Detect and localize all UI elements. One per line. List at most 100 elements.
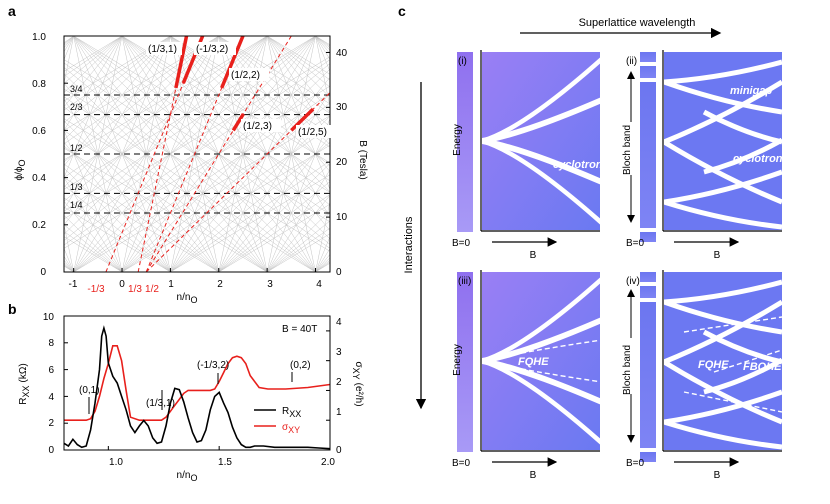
b-ytick-4: 4 — [48, 392, 54, 403]
wannier-line — [64, 36, 74, 53]
a-xtick-m1: -1 — [69, 279, 78, 290]
b-xtick-15: 1.5 — [218, 457, 232, 468]
wannier-line — [64, 265, 74, 272]
wannier-line — [0, 36, 25, 272]
fqhe-label-iv: FQHE — [698, 359, 729, 371]
red-state-solid-segment — [231, 112, 245, 132]
landau-fan-iii-bg — [482, 272, 600, 450]
b-y2tick-2: 2 — [336, 377, 342, 388]
fbqhe-label: FBQHE — [743, 361, 782, 373]
wannier-line — [64, 36, 123, 108]
field-label: B = 40T — [282, 324, 317, 335]
wannier-line — [0, 36, 25, 272]
state-label-m1-3-2: (-1/3,2) — [196, 44, 228, 55]
landau-level-gap — [482, 358, 600, 445]
wannier-line — [0, 36, 25, 272]
red-state-solid-segment — [290, 107, 315, 132]
b-ann-0-2: (0,2) — [290, 360, 311, 371]
bloch-band-segment — [640, 452, 656, 462]
fractional-gap — [683, 391, 782, 413]
wannier-line — [64, 231, 123, 272]
b-xtick-20: 2.0 — [321, 457, 335, 468]
a-xtick-2: 2 — [217, 279, 223, 290]
b-label-iii: B — [530, 470, 537, 481]
wannier-line — [64, 236, 123, 272]
a-xtick-4: 4 — [316, 279, 322, 290]
a-xtick-1: 1 — [168, 279, 174, 290]
wannier-line — [64, 36, 74, 45]
red-state-dashed-line — [137, 36, 188, 272]
fqhe-gap — [482, 360, 600, 383]
panel-a-ticks — [64, 35, 330, 273]
wannier-line — [64, 177, 123, 272]
state-label-bg — [194, 42, 236, 55]
b-y2tick-4: 4 — [336, 317, 342, 328]
bloch-band-segment — [640, 272, 656, 282]
wannier-line — [64, 259, 74, 272]
landau-fan-i-bg — [482, 52, 600, 230]
hofstadter-gap — [702, 329, 782, 365]
wannier-line — [64, 36, 123, 84]
b-ytick-10: 10 — [43, 312, 55, 323]
energy-label: Energy — [452, 124, 463, 156]
cyclotron-label: cyclotron — [553, 159, 603, 171]
bloch-strip — [640, 52, 656, 242]
red-state-dashed-line — [145, 91, 330, 272]
landau-fan-i — [482, 57, 600, 225]
hofstadter-gap — [664, 299, 782, 335]
bloch-band-segment — [640, 66, 656, 78]
wannier-line — [218, 36, 330, 105]
a-ytick-0: 0 — [40, 267, 46, 278]
wannier-line — [0, 36, 25, 272]
b-y2label: σXY(e²/h) — [351, 361, 364, 406]
fqhe-gap — [482, 339, 600, 362]
wannier-line — [64, 36, 123, 77]
hofstadter-gap — [664, 79, 782, 115]
b0-label: B=0 — [452, 238, 471, 249]
frac-label-1-3: 1/3 — [70, 182, 83, 192]
legend-rxx-label: RXX — [282, 406, 301, 419]
bzero-strip — [457, 52, 473, 232]
landau-level-gap — [482, 57, 600, 144]
energy-label-iii: Energy — [452, 344, 463, 376]
hofstadter-gap — [664, 389, 782, 425]
wannier-line — [64, 263, 74, 272]
bloch-label-iv: Bloch band — [622, 345, 633, 395]
wannier-line — [64, 36, 74, 46]
a-y2label: B (Tesla) — [357, 140, 368, 179]
wannier-line — [266, 36, 330, 114]
wannier-line — [64, 177, 219, 272]
b-y2tick-0: 0 — [336, 445, 342, 456]
wannier-line — [0, 36, 25, 272]
b-label-iv: B — [714, 470, 721, 481]
b0-label-iv: B=0 — [626, 458, 645, 469]
b-label-ii: B — [714, 250, 721, 261]
state-label-1-2-5: (1/2,5) — [298, 127, 327, 138]
wannier-line — [64, 88, 330, 252]
wannier-line — [64, 224, 123, 272]
wannier-line — [0, 36, 25, 272]
wannier-line — [64, 262, 74, 272]
hofstadter-gap — [664, 139, 782, 205]
state-label-1-2-3: (1/2,3) — [243, 121, 272, 132]
wannier-line — [0, 36, 25, 272]
hofstadter-gap — [664, 419, 782, 450]
state-label-bg — [296, 125, 334, 138]
side-arrow-label: Interactions — [403, 216, 415, 273]
landau-level-gap — [482, 138, 600, 225]
a-y2tick-40: 40 — [336, 48, 348, 59]
wannier-line — [266, 36, 330, 81]
b-ann-m1-3-2: (-1/3,2) — [197, 360, 229, 371]
b-y2tick-1: 1 — [336, 407, 342, 418]
subpanel-label-iii: (iii) — [458, 276, 471, 287]
b0-label-ii: B=0 — [626, 238, 645, 249]
state-label-bg — [146, 42, 182, 55]
hofstadter-iv — [664, 279, 782, 450]
b0-label-iii: B=0 — [452, 458, 471, 469]
frac-label-1-4: 1/4 — [70, 200, 83, 210]
hofstadter-gap — [664, 279, 782, 305]
bloch-band-segment — [640, 286, 656, 298]
fractional-gap — [713, 349, 782, 373]
b-ann-0-1: (0,1) — [79, 385, 100, 396]
